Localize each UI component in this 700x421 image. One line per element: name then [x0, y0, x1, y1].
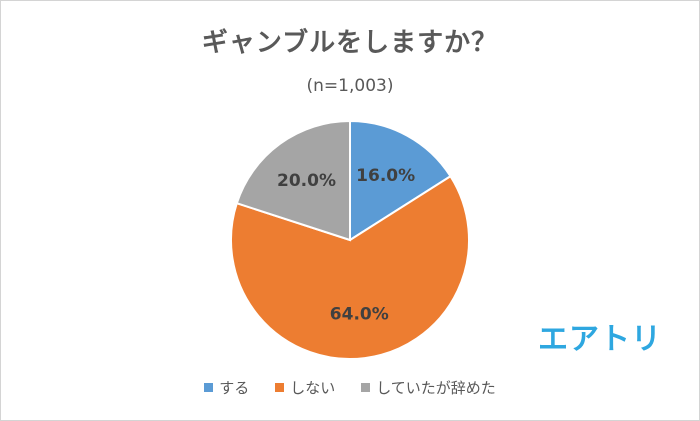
slice-suru-label: 16.0% [356, 166, 415, 186]
slice-shinai-label: 64.0% [330, 304, 389, 324]
slice-suru [349, 119, 452, 242]
chart-subtitle: (n=1,003) [306, 76, 394, 96]
legend: する しない していたが辞めた [0, 377, 700, 398]
legend-label-shinai: しない [290, 379, 336, 397]
legend-item-shinai: しない [275, 377, 335, 398]
chart-title: ギャンブルをしますか？ [201, 28, 499, 58]
legend-swatch-suru [204, 383, 214, 392]
legend-swatch-shinai [275, 383, 285, 392]
slice-yameta [235, 119, 351, 242]
legend-swatch-yameta [361, 383, 371, 392]
legend-item-suru: する [204, 377, 249, 398]
legend-item-yameta: していたが辞めた [361, 377, 496, 398]
legend-label-yameta: していたが辞めた [376, 379, 496, 397]
legend-label-suru: する [219, 379, 250, 397]
airtrip-logo: エアトリ [538, 322, 662, 357]
slice-shinai [230, 174, 470, 360]
slice-yameta-label: 20.0% [277, 171, 336, 191]
